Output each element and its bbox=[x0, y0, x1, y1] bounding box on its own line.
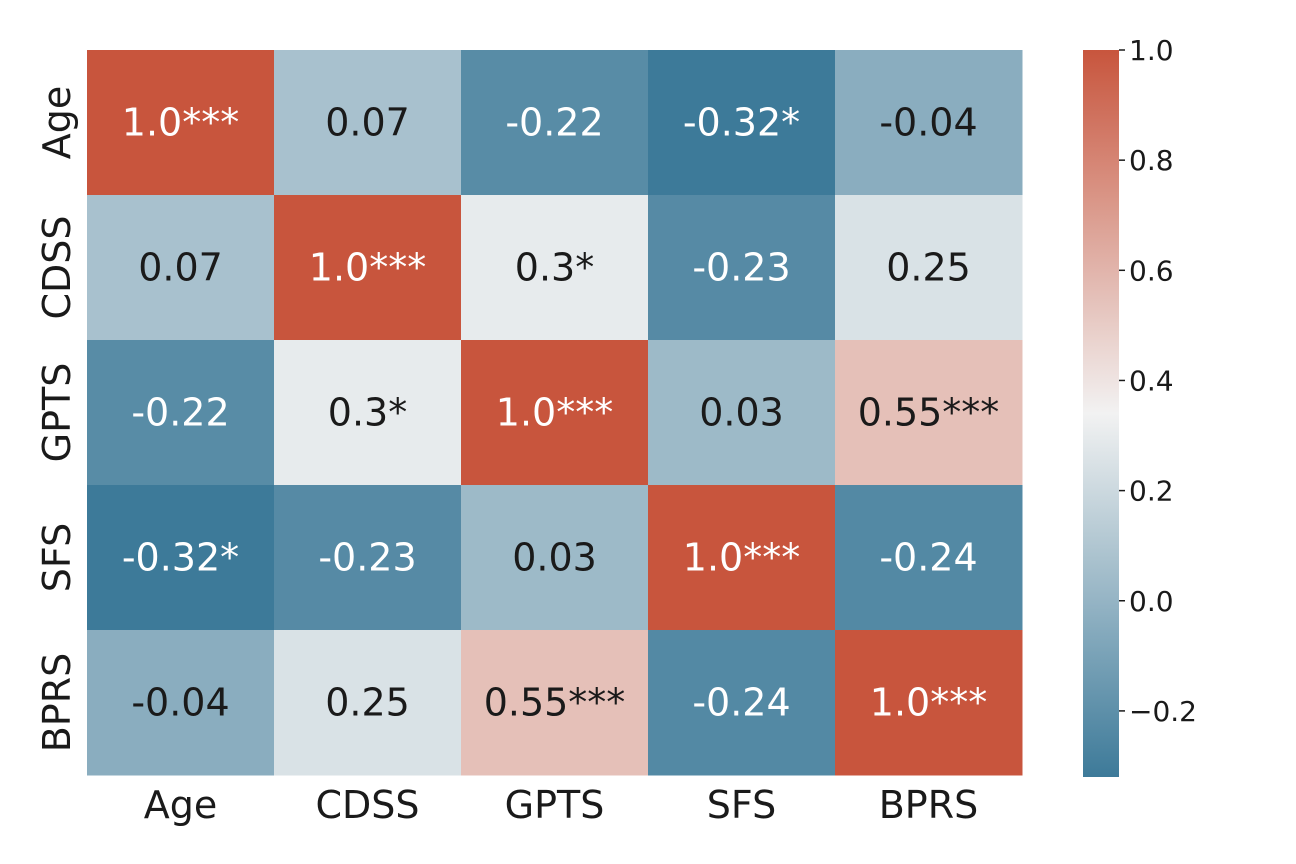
cell-label-4-4: 1.0*** bbox=[870, 681, 987, 725]
heatmap-cell-2-0 bbox=[87, 340, 275, 486]
colorbar-tick-label-4: 0.2 bbox=[1129, 475, 1174, 508]
heatmap-cell-1-0 bbox=[87, 195, 275, 341]
cell-label-4-2: 0.55*** bbox=[484, 681, 626, 725]
y-axis-ticks: Age CDSS GPTS SFS BPRS bbox=[35, 86, 79, 753]
cell-label-0-0: 1.0*** bbox=[122, 101, 239, 145]
cell-label-2-1: 0.3* bbox=[328, 391, 407, 435]
heatmap-cell-0-3 bbox=[648, 50, 836, 196]
colorbar: 1.0 0.8 0.6 0.4 0.2 0.0 −0.2 bbox=[1083, 34, 1197, 777]
heatmap-cell-3-3 bbox=[648, 485, 836, 631]
x-tick-label-1: CDSS bbox=[315, 783, 419, 827]
y-tick-label-1: CDSS bbox=[35, 215, 79, 319]
heatmap-cells: 1.0*** 0.07 -0.22 -0.32* -0.04 0.07 1.0*** 0.3*… bbox=[87, 50, 1023, 776]
heatmap-cell-2-4 bbox=[835, 340, 1023, 486]
cell-label-3-2: 0.03 bbox=[512, 536, 597, 580]
heatmap-cell-2-3 bbox=[648, 340, 836, 486]
x-tick-label-2: GPTS bbox=[505, 783, 605, 827]
cell-label-3-4: -0.24 bbox=[879, 536, 977, 580]
colorbar-tick-label-2: 0.6 bbox=[1129, 254, 1174, 287]
cell-label-1-1: 1.0*** bbox=[309, 246, 426, 290]
x-tick-label-4: BPRS bbox=[879, 783, 979, 827]
heatmap-cell-3-2 bbox=[461, 485, 649, 631]
cell-label-4-1: 0.25 bbox=[325, 681, 410, 725]
x-axis-ticks: Age CDSS GPTS SFS BPRS bbox=[144, 783, 979, 827]
heatmap-cell-3-0 bbox=[87, 485, 275, 631]
cell-label-2-3: 0.03 bbox=[699, 391, 784, 435]
cell-label-4-0: -0.04 bbox=[131, 681, 229, 725]
cell-label-1-4: 0.25 bbox=[886, 246, 971, 290]
cell-label-0-3: -0.32* bbox=[683, 101, 800, 145]
heatmap-cell-2-2 bbox=[461, 340, 649, 486]
heatmap-cell-2-1 bbox=[274, 340, 462, 486]
cell-label-4-3: -0.24 bbox=[692, 681, 790, 725]
colorbar-gradient bbox=[1083, 50, 1119, 777]
x-tick-label-0: Age bbox=[144, 783, 218, 827]
y-tick-label-4: BPRS bbox=[35, 653, 79, 753]
cell-label-0-2: -0.22 bbox=[505, 101, 603, 145]
y-tick-label-3: SFS bbox=[35, 523, 79, 592]
heatmap-cell-4-2 bbox=[461, 630, 649, 776]
colorbar-tick-label-5: 0.0 bbox=[1129, 585, 1174, 618]
cell-label-0-1: 0.07 bbox=[325, 101, 410, 145]
cell-label-3-3: 1.0*** bbox=[683, 536, 800, 580]
heatmap-cell-1-3 bbox=[648, 195, 836, 341]
cell-label-3-0: -0.32* bbox=[122, 536, 239, 580]
heatmap-cell-0-2 bbox=[461, 50, 649, 196]
heatmap-cell-3-1 bbox=[274, 485, 462, 631]
heatmap-cell-4-3 bbox=[648, 630, 836, 776]
heatmap-cell-4-4 bbox=[835, 630, 1023, 776]
cell-label-3-1: -0.23 bbox=[318, 536, 416, 580]
heatmap-cell-0-1 bbox=[274, 50, 462, 196]
cell-label-2-4: 0.55*** bbox=[858, 391, 1000, 435]
heatmap-cell-1-2 bbox=[461, 195, 649, 341]
colorbar-tick-label-3: 0.4 bbox=[1129, 364, 1174, 397]
heatmap-cell-4-0 bbox=[87, 630, 275, 776]
cell-label-1-0: 0.07 bbox=[138, 246, 223, 290]
heatmap-cell-0-0 bbox=[87, 50, 275, 196]
y-tick-label-0: Age bbox=[35, 86, 79, 160]
colorbar-tick-label-6: −0.2 bbox=[1129, 695, 1197, 728]
heatmap-cell-3-4 bbox=[835, 485, 1023, 631]
colorbar-tick-label-1: 0.8 bbox=[1129, 144, 1174, 177]
heatmap-cell-4-1 bbox=[274, 630, 462, 776]
y-tick-label-2: GPTS bbox=[35, 363, 79, 463]
colorbar-tick-label-0: 1.0 bbox=[1129, 34, 1174, 67]
cell-label-0-4: -0.04 bbox=[879, 101, 977, 145]
x-tick-label-3: SFS bbox=[707, 783, 776, 827]
heatmap-cell-1-4 bbox=[835, 195, 1023, 341]
heatmap-cell-1-1 bbox=[274, 195, 462, 341]
heatmap-cell-0-4 bbox=[835, 50, 1023, 196]
cell-label-1-2: 0.3* bbox=[515, 246, 594, 290]
cell-label-2-0: -0.22 bbox=[131, 391, 229, 435]
cell-label-1-3: -0.23 bbox=[692, 246, 790, 290]
cell-label-2-2: 1.0*** bbox=[496, 391, 613, 435]
